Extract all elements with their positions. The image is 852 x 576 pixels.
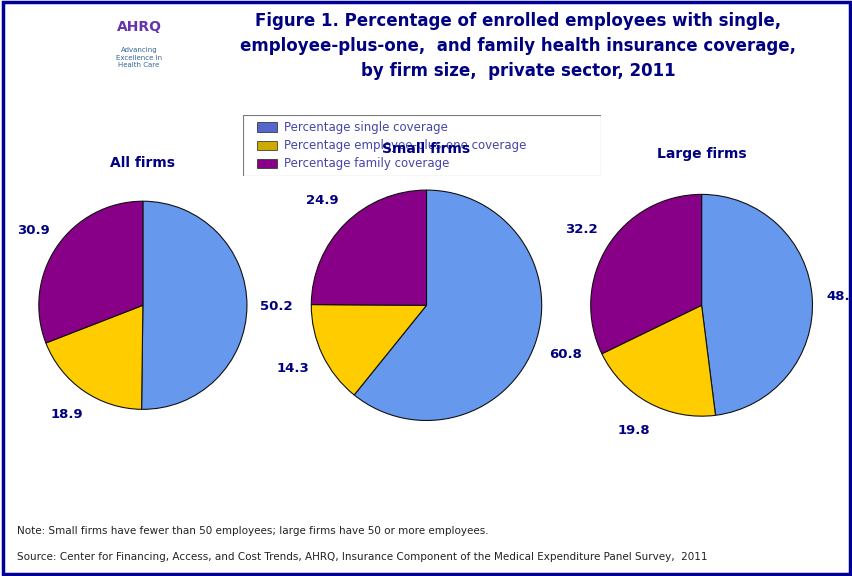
Title: All firms: All firms [110, 156, 176, 170]
Text: 60.8: 60.8 [549, 348, 581, 361]
Text: AHRQ: AHRQ [117, 20, 161, 33]
Bar [257, 123, 277, 132]
Text: Percentage employee-plus-one coverage: Percentage employee-plus-one coverage [284, 139, 526, 152]
Title: Small firms: Small firms [382, 142, 470, 156]
Text: Note: Small firms have fewer than 50 employees; large firms have 50 or more empl: Note: Small firms have fewer than 50 emp… [17, 526, 488, 536]
Bar [90, 6, 187, 89]
Wedge shape [590, 194, 701, 354]
Wedge shape [46, 305, 142, 410]
Text: Source: Center for Financing, Access, and Cost Trends, AHRQ, Insurance Component: Source: Center for Financing, Access, an… [17, 552, 706, 562]
Text: Percentage single coverage: Percentage single coverage [284, 121, 447, 134]
FancyBboxPatch shape [243, 115, 601, 176]
Wedge shape [602, 305, 715, 416]
Text: 18.9: 18.9 [50, 408, 83, 421]
Wedge shape [354, 190, 541, 420]
Wedge shape [700, 194, 811, 415]
Text: 48.0: 48.0 [826, 290, 852, 303]
Text: 14.3: 14.3 [277, 362, 309, 375]
Bar [257, 141, 277, 150]
Text: 50.2: 50.2 [260, 300, 292, 313]
Text: 24.9: 24.9 [306, 194, 338, 207]
Wedge shape [39, 201, 143, 343]
Wedge shape [141, 201, 247, 410]
Text: 30.9: 30.9 [16, 223, 49, 237]
Text: HHS: HHS [37, 41, 60, 51]
Text: 19.8: 19.8 [617, 423, 649, 437]
Bar [257, 159, 277, 168]
Text: Figure 1. Percentage of enrolled employees with single,
employee-plus-one,  and : Figure 1. Percentage of enrolled employe… [240, 12, 795, 80]
Text: 32.2: 32.2 [564, 223, 597, 237]
Title: Large firms: Large firms [656, 147, 746, 161]
Wedge shape [311, 305, 426, 395]
Text: Percentage family coverage: Percentage family coverage [284, 157, 449, 170]
Text: Advancing
Excellence in
Health Care: Advancing Excellence in Health Care [116, 47, 162, 68]
Wedge shape [311, 190, 426, 305]
